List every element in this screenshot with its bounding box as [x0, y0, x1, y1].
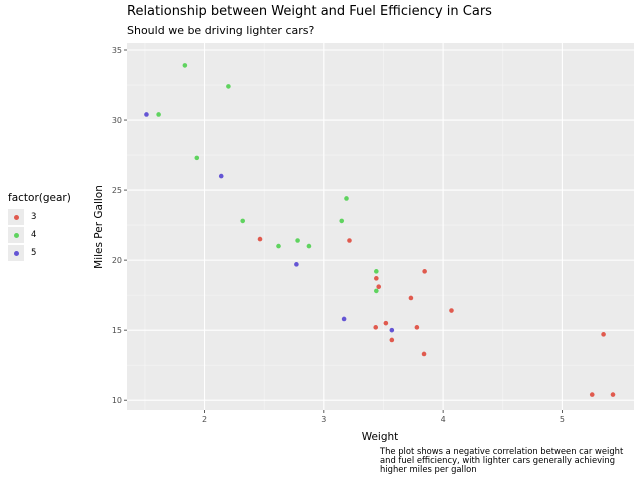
y-tick-label: 15: [112, 326, 122, 335]
data-point-gear-5: [341, 316, 347, 322]
data-point-gear-3: [389, 337, 395, 343]
data-point-gear-3: [601, 332, 606, 337]
tick-labels: 2 3 4 5 10 15 20 25 30 35: [112, 46, 565, 424]
legend-title: factor(gear): [8, 192, 71, 204]
x-tick-label: 4: [441, 415, 446, 424]
legend-item-gear-3: 3: [8, 208, 71, 226]
data-point-gear-3: [421, 351, 427, 357]
data-point-gear-3: [257, 236, 263, 242]
legend-dot-3: [13, 214, 19, 220]
data-point-gear-3: [589, 392, 595, 397]
chart-subtitle: Should we be driving lighter cars?: [127, 24, 315, 37]
x-axis-title: Weight: [362, 431, 399, 443]
legend-label: 4: [31, 230, 37, 240]
data-point-gear-3: [610, 392, 616, 397]
legend: factor(gear) 3 4 5: [8, 192, 71, 262]
data-point-gear-4: [306, 243, 312, 249]
legend-item-gear-4: 4: [8, 226, 71, 244]
data-point-gear-4: [276, 243, 281, 249]
y-tick-label: 30: [112, 116, 122, 125]
data-point-gear-4: [374, 269, 379, 274]
data-point-gear-3: [383, 320, 389, 326]
legend-label: 3: [31, 212, 37, 222]
x-tick-label: 5: [560, 415, 565, 424]
data-point-gear-3: [449, 308, 454, 313]
y-axis-title: Miles Per Gallon: [93, 185, 105, 269]
legend-key: [8, 245, 24, 261]
x-tick-label: 2: [202, 415, 207, 424]
data-point-gear-5: [218, 173, 224, 179]
y-tick-label: 35: [112, 46, 122, 55]
gridlines: [127, 43, 634, 410]
data-points: [144, 63, 616, 397]
data-point-gear-4: [194, 155, 200, 161]
data-point-gear-5: [294, 262, 299, 267]
data-point-gear-4: [374, 288, 379, 294]
data-point-gear-3: [373, 325, 379, 330]
data-point-gear-3: [347, 238, 352, 243]
data-point-gear-3: [376, 284, 382, 290]
data-point-gear-3: [422, 269, 427, 274]
data-point-gear-4: [339, 218, 345, 224]
y-tick-label: 20: [112, 256, 122, 265]
data-point-gear-3: [414, 325, 420, 330]
data-point-gear-4: [182, 63, 188, 68]
y-tick-label: 25: [112, 186, 122, 195]
x-tick-label: 3: [321, 415, 326, 424]
data-point-gear-4: [295, 238, 300, 243]
data-point-gear-4: [344, 196, 349, 201]
data-point-gear-3: [374, 276, 379, 281]
legend-key: [8, 209, 24, 225]
legend-label: 5: [31, 248, 37, 258]
chart-title: Relationship between Weight and Fuel Eff…: [127, 4, 492, 19]
legend-key: [8, 227, 24, 243]
data-point-gear-4: [240, 218, 246, 224]
data-point-gear-4: [156, 112, 161, 117]
legend-dot-5: [13, 250, 19, 256]
plot-panel: [127, 43, 634, 410]
data-point-gear-3: [408, 295, 414, 301]
legend-item-gear-5: 5: [8, 244, 71, 262]
legend-dot-4: [13, 232, 19, 238]
chart-caption: The plot shows a negative correlation be…: [380, 446, 624, 474]
data-point-gear-5: [389, 327, 395, 333]
data-point-gear-4: [226, 84, 231, 89]
data-point-gear-5: [144, 112, 149, 117]
y-tick-label: 10: [112, 396, 122, 405]
